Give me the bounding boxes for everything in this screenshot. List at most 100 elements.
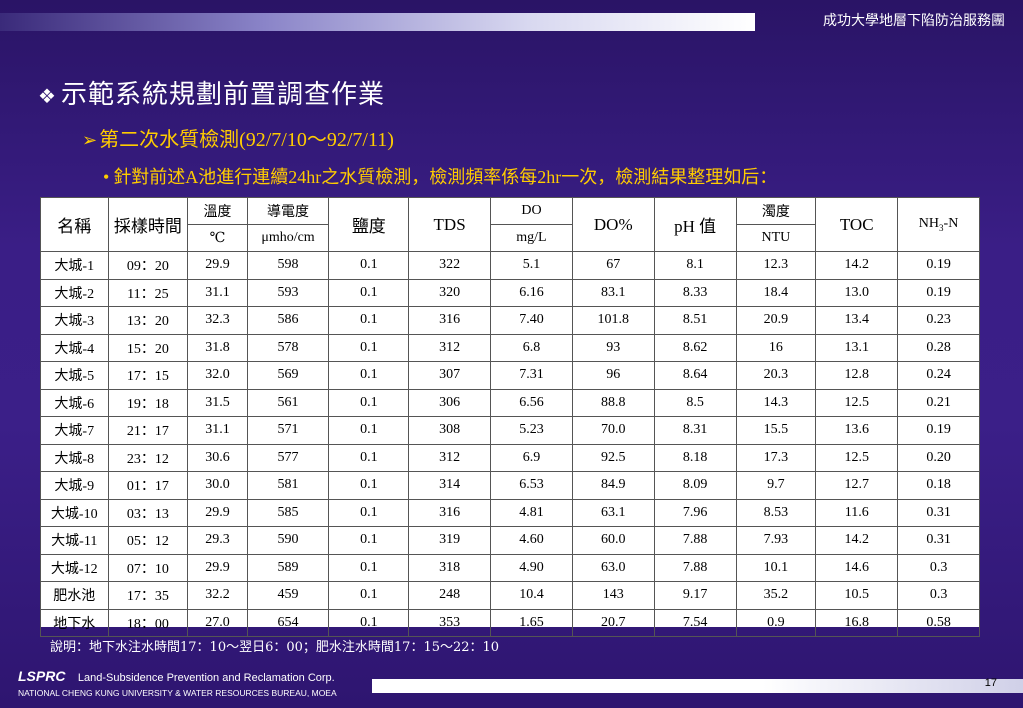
table-cell: 0.1: [328, 443, 410, 472]
table-header: 名稱 採樣時間 溫度 導電度 鹽度 TDS DO DO% pH 值濁度 TOC NH3-N ℃ μmh…: [40, 197, 980, 252]
table-row: 大城-2 11：25 31.1 593 0.1 320 6.16 83.1 8.33 18.4 13…: [40, 278, 980, 307]
row-label: 大城-8: [40, 443, 109, 472]
table-cell: 319: [408, 526, 492, 555]
table-cell: 318: [408, 553, 492, 582]
table-cell: 13：20: [107, 306, 189, 335]
diamond-bullet-icon: ❖: [38, 84, 57, 108]
table-cell: 12.7: [815, 471, 899, 500]
table-cell: 101.8: [571, 306, 655, 335]
table-cell: 31.1: [187, 416, 248, 445]
table-cell: 0.1: [328, 388, 410, 417]
table-cell: 307: [408, 361, 492, 390]
table-cell: 29.9: [187, 498, 248, 527]
section-heading: ➢ 第二次水質檢測(92/7/10～92/7/11): [82, 123, 394, 152]
table-row: 大城-5 17：15 32.0 569 0.1 307 7.31 96 8.64 20.3 12.8…: [40, 361, 980, 390]
table-cell: 96: [571, 361, 655, 390]
table-cell: 32.3: [187, 306, 248, 335]
column-header: 濁度: [735, 197, 817, 225]
table-cell: 7.31: [490, 361, 573, 390]
description-text: 針對前述A池進行連續24hr之水質檢測，檢測頻率係每2hr一次，檢測結果整理如后…: [113, 167, 778, 187]
column-header: 溫度: [187, 197, 248, 225]
table-cell: 314: [408, 471, 492, 500]
table-cell: 577: [246, 443, 330, 472]
column-unit: ℃: [187, 224, 248, 252]
table-cell: 7.96: [653, 498, 737, 527]
table-cell: 23：12: [107, 443, 189, 472]
table-row: 大城-10 03：13 29.9 585 0.1 316 4.81 63.1 7.96 8.53 1…: [40, 498, 980, 527]
table-cell: 14.3: [735, 388, 817, 417]
column-header: 導電度: [246, 197, 330, 225]
table-cell: 19：18: [107, 388, 189, 417]
table-cell: 60.0: [571, 526, 655, 555]
table-cell: 590: [246, 526, 330, 555]
table-cell: 14.2: [815, 526, 899, 555]
table-cell: 84.9: [571, 471, 655, 500]
column-unit: μmho/cm: [246, 224, 330, 252]
table-cell: 11.6: [815, 498, 899, 527]
table-cell: 31.5: [187, 388, 248, 417]
row-label: 肥水池: [40, 581, 109, 610]
column-header: TOC: [815, 197, 899, 252]
table-cell: 0.1: [328, 416, 410, 445]
table-cell: 32.0: [187, 361, 248, 390]
table-cell: 30.0: [187, 471, 248, 500]
slide-title-text: 示範系統規劃前置調查作業: [60, 80, 385, 110]
table-cell: 561: [246, 388, 330, 417]
table-cell: 6.9: [490, 443, 573, 472]
table-cell: 0.1: [328, 251, 410, 280]
table-cell: 143: [571, 581, 655, 610]
table-cell: 8.53: [735, 498, 817, 527]
top-banner-bar: [0, 13, 755, 31]
table-cell: 586: [246, 306, 330, 335]
column-header: DO%: [571, 197, 655, 252]
row-label: 大城-4: [40, 333, 109, 362]
table-cell: 67: [571, 251, 655, 280]
table-cell: 8.31: [653, 416, 737, 445]
table-cell: 654: [246, 608, 330, 637]
table-cell: 0.1: [328, 333, 410, 362]
table-cell: 01：17: [107, 471, 189, 500]
table-cell: 312: [408, 333, 492, 362]
column-header: NH3-N: [897, 197, 980, 252]
table-cell: 4.81: [490, 498, 573, 527]
table-cell: 31.8: [187, 333, 248, 362]
table-cell: 6.53: [490, 471, 573, 500]
table-cell: 8.18: [653, 443, 737, 472]
table-cell: 0.3: [897, 553, 980, 582]
table-row: 大城-4 15：20 31.8 578 0.1 312 6.8 93 8.62 16 13.1 0.2…: [40, 333, 980, 362]
table-cell: 312: [408, 443, 492, 472]
table-cell: 63.1: [571, 498, 655, 527]
table-cell: 459: [246, 581, 330, 610]
table-row: 大城-7 21：17 31.1 571 0.1 308 5.23 70.0 8.31 15.5 13…: [40, 416, 980, 445]
table-row: 大城-3 13：20 32.3 586 0.1 316 7.40 101.8 8.51 20.9 1…: [40, 306, 980, 335]
table-cell: 0.9: [735, 608, 817, 637]
institution-name: NATIONAL CHENG KUNG UNIVERSITY & WATER R…: [18, 688, 337, 698]
table-cell: 6.56: [490, 388, 573, 417]
column-unit: NTU: [735, 224, 817, 252]
table-cell: 20.3: [735, 361, 817, 390]
table-cell: 17：15: [107, 361, 189, 390]
table-cell: 0.1: [328, 553, 410, 582]
table-cell: 13.4: [815, 306, 899, 335]
table-cell: 7.54: [653, 608, 737, 637]
table-note: 說明：地下水注水時間17：10～翌日6：00；肥水注水時間17：15～22：10: [50, 640, 500, 655]
table-cell: 353: [408, 608, 492, 637]
table-cell: 27.0: [187, 608, 248, 637]
row-label: 地下水: [40, 608, 109, 637]
table-cell: 5.1: [490, 251, 573, 280]
table-cell: 0.21: [897, 388, 980, 417]
table-cell: 29.9: [187, 251, 248, 280]
table-cell: 14.6: [815, 553, 899, 582]
table-cell: 12.5: [815, 388, 899, 417]
table-cell: 0.19: [897, 278, 980, 307]
table-cell: 0.1: [328, 526, 410, 555]
table-cell: 29.9: [187, 553, 248, 582]
row-label: 大城-7: [40, 416, 109, 445]
column-header: pH 值: [653, 197, 737, 252]
table-cell: 8.5: [653, 388, 737, 417]
table-cell: 306: [408, 388, 492, 417]
table-cell: 05：12: [107, 526, 189, 555]
table-cell: 0.58: [897, 608, 980, 637]
table-cell: 1.65: [490, 608, 573, 637]
row-label: 大城-1: [40, 251, 109, 280]
